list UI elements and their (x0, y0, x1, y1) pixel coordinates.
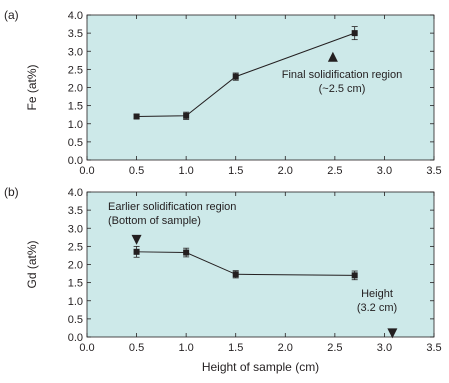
x-tick-label: 1.0 (178, 342, 193, 354)
x-tick-label: 0.5 (129, 165, 144, 177)
y-tick-label: 4.0 (68, 187, 83, 199)
x-tick-label: 3.5 (426, 165, 441, 177)
panel-label-a: (a) (4, 8, 19, 22)
data-point (351, 272, 358, 279)
data-point (232, 73, 239, 80)
y-tick-label: 1.5 (68, 101, 83, 113)
y-tick-label: 3.0 (68, 46, 83, 58)
y-tick-label: 0.0 (68, 155, 83, 167)
y-tick-label: 0.5 (68, 314, 83, 326)
y-tick-label: 2.5 (68, 241, 83, 253)
x-tick-label: 2.5 (327, 342, 342, 354)
x-tick-label: 1.5 (228, 165, 243, 177)
x-tick-label: 3.0 (377, 342, 392, 354)
plot-area-a (87, 15, 434, 160)
y-tick-label: 3.0 (68, 223, 83, 235)
x-tick-label: 0.0 (79, 165, 94, 177)
triangle-down-marker (387, 328, 398, 339)
y-tick-label: 4.0 (68, 10, 83, 22)
plot-area-b (87, 192, 434, 337)
panel-b: (b) Gd (at%) Height of sample (cm) 0.00.… (4, 185, 442, 374)
x-tick-label: 1.5 (228, 342, 243, 354)
x-axis-label-b: Height of sample (cm) (202, 360, 319, 374)
x-tick-label: 0.0 (79, 342, 94, 354)
annotation-text: (3.2 cm) (357, 302, 397, 314)
triangle-up-marker (327, 51, 338, 62)
x-tick-label: 1.0 (178, 165, 193, 177)
data-point (133, 113, 140, 120)
y-axis-label-a: Fe (at%) (25, 64, 39, 110)
annotation-text: Final solidification region (282, 69, 402, 81)
y-tick-label: 1.0 (68, 296, 83, 308)
data-point (183, 249, 190, 256)
annotation-text: Earlier solidification region (108, 201, 236, 213)
y-tick-label: 1.5 (68, 278, 83, 290)
data-point (133, 248, 140, 255)
annotation-text: Height (361, 288, 393, 300)
x-tick-label: 2.5 (327, 165, 342, 177)
y-tick-label: 1.0 (68, 119, 83, 131)
panel-label-b: (b) (4, 185, 19, 199)
panel-a: (a) Fe (at%) 0.0 0.5 1.0 1.5 2.0 2.5 3.0 3.5 4.0… (4, 8, 442, 177)
y-tick-label: 2.5 (68, 64, 83, 76)
annotation-text: (~2.5 cm) (319, 83, 366, 95)
data-point (232, 271, 239, 278)
data-point (351, 30, 358, 37)
triangle-down-marker (131, 234, 142, 245)
x-tick-label: 2.0 (278, 165, 293, 177)
data-point (183, 112, 190, 119)
x-tick-label: 2.0 (278, 342, 293, 354)
annotation-text: (Bottom of sample) (108, 215, 201, 227)
y-tick-label: 3.5 (68, 205, 83, 217)
series-line (136, 251, 355, 276)
y-tick-label: 2.0 (68, 83, 83, 95)
x-tick-label: 3.0 (377, 165, 392, 177)
series-line (136, 32, 355, 117)
y-tick-label: 0.5 (68, 137, 83, 149)
y-tick-label: 2.0 (68, 260, 83, 272)
x-tick-label: 0.5 (129, 342, 144, 354)
x-tick-label: 3.5 (426, 342, 441, 354)
y-tick-label: 0.0 (68, 332, 83, 344)
y-tick-label: 3.5 (68, 28, 83, 40)
y-axis-label-b: Gd (at%) (25, 240, 39, 288)
